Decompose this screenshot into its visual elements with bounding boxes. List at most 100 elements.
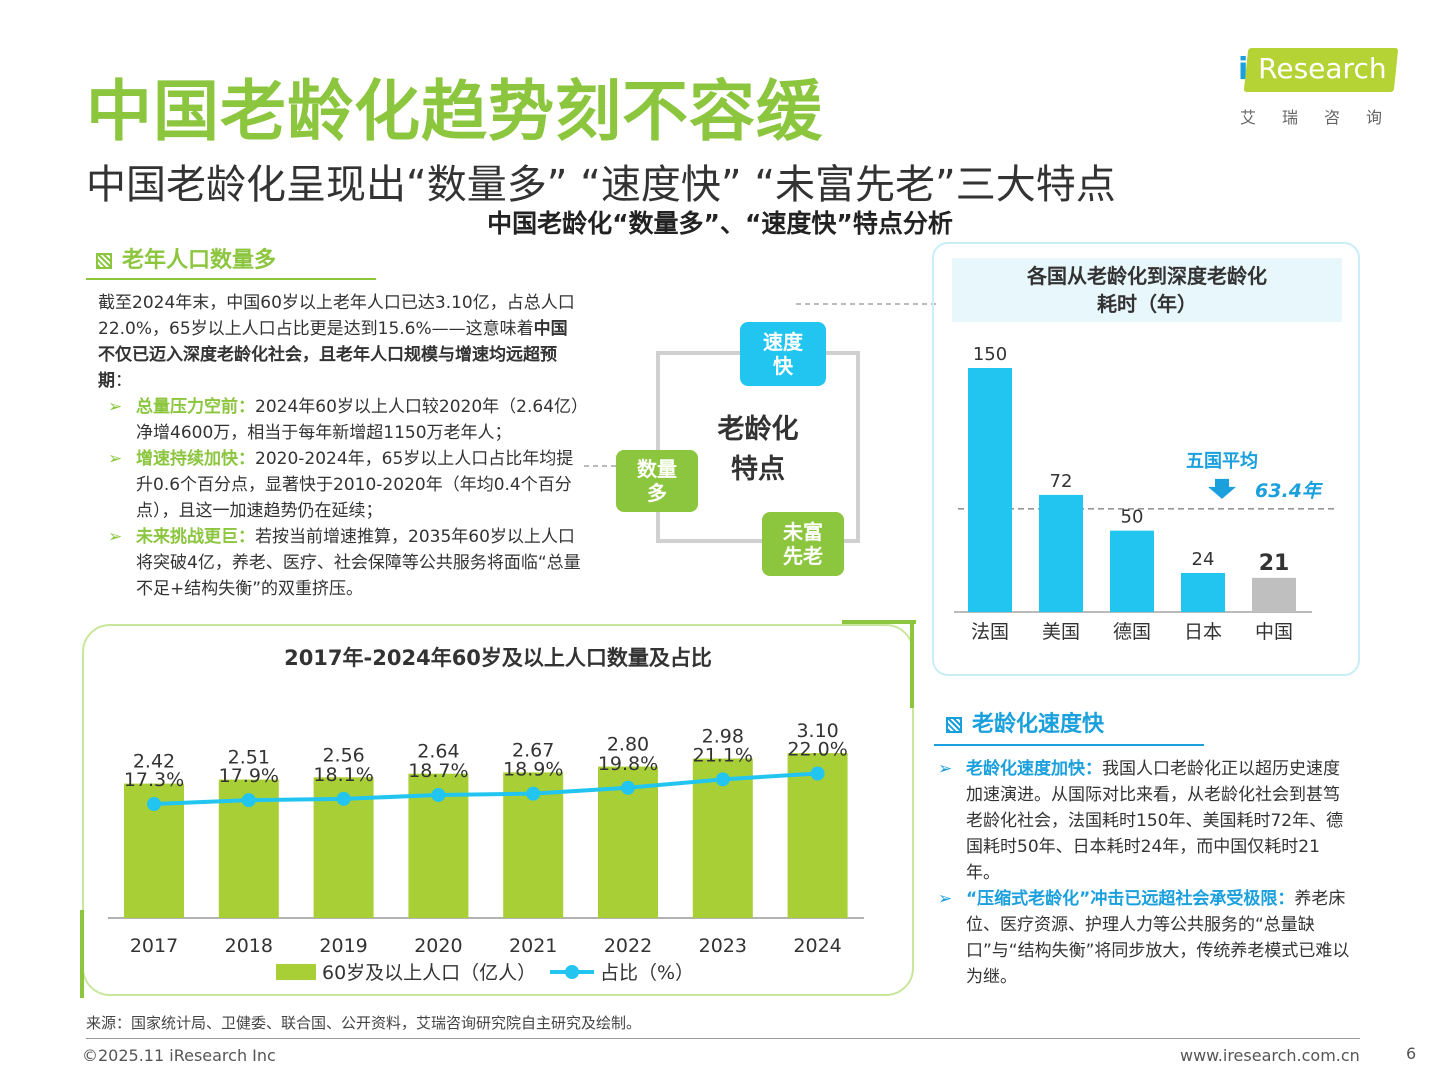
ratio-point-2018 [241,793,256,808]
website: www.iresearch.com.cn [1180,1046,1360,1065]
bullet-label: 未来挑战更巨： [136,527,255,547]
diagram-center-line2: 特点 [731,454,785,485]
legend-line-marker [565,965,579,979]
right-section-underline [934,744,1204,746]
ratio-line [153,771,818,807]
bullet-label: 总量压力空前： [136,397,255,417]
page-title: 中国老龄化趋势刻不容缓 [86,73,823,150]
diagram-speed-box: 速度快 [740,322,826,386]
tick-label-法国: 法国 [971,621,1009,643]
data-label-中国: 21 [1259,551,1290,576]
left-section-heading: 老年人口数量多 [96,242,276,274]
logo-i: i [1238,52,1249,87]
bar-value-label-2018: 2.51 [228,747,270,769]
left-section-underline [86,278,376,280]
tick-label-2021: 2021 [509,935,557,957]
bullet-text: 2024年60岁以上人口较2020年（2.64亿）净增4600万，相当于每年新增… [136,397,580,443]
down-arrow-icon [1208,478,1236,499]
right-bullet-2: ➢ “压缩式老龄化”冲击已远超社会承受极限：养老床位、医疗资源、护理人力等公共服务… [928,886,1352,990]
tick-label-中国: 中国 [1255,621,1293,643]
diagram-bottom-line1: 未富 [783,520,823,544]
data-label-日本: 24 [1192,549,1215,570]
population-chart-panel [82,624,914,996]
data-label-美国: 72 [1050,471,1073,492]
diagram-top-line2: 快 [773,354,793,378]
ratio-label-2023: 21.1% [693,744,753,766]
ratio-point-2022 [621,780,635,795]
bullet-label: 老龄化速度加快： [966,759,1102,779]
bar-value-label-2021: 2.67 [512,739,554,761]
legend-bar-label: 60岁及以上人口（亿人） [322,962,536,984]
arrow-icon: ➢ [938,759,953,779]
intro-plain: 截至2024年末，中国60岁以上老年人口已达3.10亿，占总人口22.0%，65… [98,293,575,339]
bullet-label: “压缩式老龄化”冲击已远超社会承受极限： [966,889,1295,909]
tick-label-日本: 日本 [1184,621,1222,643]
diagram-center-label: 老龄化 特点 [700,410,816,490]
arrow-icon: ➢ [108,449,123,469]
tick-label-2020: 2020 [414,935,462,957]
footer-divider [86,1038,1360,1039]
tick-label-德国: 德国 [1113,621,1151,643]
tick-label-2023: 2023 [699,935,747,957]
iresearch-logo: i Research 艾瑞咨询 [1238,46,1399,127]
ratio-point-2021 [526,786,541,801]
ratio-label-2018: 17.9% [219,765,279,787]
ratio-point-2020 [431,787,446,802]
ratio-label-2021: 18.9% [503,759,563,781]
bar-value-label-2023: 2.98 [702,725,744,747]
logo-word: Research [1258,52,1387,85]
legend-bar-swatch [276,964,316,980]
section-title: 中国老龄化“数量多”、“速度快”特点分析 [487,209,953,238]
ratio-label-2024: 22.0% [787,739,847,761]
bullet-text: 若按当前增速推算，2035年60岁以上人口将突破4亿，养老、医疗、社会保障等公共… [136,527,581,599]
bar-value-label-2024: 3.10 [796,720,838,742]
diagram-center-line1: 老龄化 [717,414,799,445]
bar-value-label-2017: 2.42 [133,751,175,773]
diagram-bottom-line2: 先老 [783,544,823,568]
source-note: 来源：国家统计局、卫健委、联合国、公开资料，艾瑞咨询研究院自主研究及绘制。 [86,1014,642,1032]
average-value-label: 63.4年 [1255,480,1324,502]
country-bar-chart: 150 法国 72 美国 50 德国 24 日本 21 中国 五国平均 63.4年 [954,344,1334,643]
bullet-text: 养老床位、医疗资源、护理人力等公共服务的“总量缺口”与“结构失衡”将同步放大，传… [966,889,1350,987]
bullet-text: 2020-2024年，65岁以上人口占比年均提升0.6个百分点，显著快于2010… [136,449,574,521]
population-combo-chart: 2.42 2017 2.51 2018 2.56 2019 2.64 2020 2.67 2021… [108,720,864,984]
ratio-label-2022: 19.8% [598,753,658,775]
bar-日本 [1181,572,1225,612]
diagram-left-line2: 多 [647,481,667,505]
tick-label-2018: 2018 [225,935,273,957]
right-section-heading: 老龄化速度快 [946,706,1104,738]
bar-中国 [1252,577,1296,612]
left-section-heading-text: 老年人口数量多 [122,248,277,273]
data-label-法国: 150 [973,344,1007,365]
ratio-point-2017 [147,797,161,812]
diagram-quantity-box: 数量多 [616,450,698,512]
diagram-top-line1: 速度 [763,330,803,354]
tick-label-2019: 2019 [319,935,367,957]
intro-paragraph: 截至2024年末，中国60岁以上老年人口已达3.10亿，占总人口22.0%，65… [98,290,582,394]
panel-accent-left [80,910,84,998]
section-marker-icon [96,253,112,269]
bar-value-label-2022: 2.80 [607,734,649,756]
page-subtitle: 中国老龄化呈现出“数量多” “速度快” “未富先老”三大特点 [86,162,1116,208]
country-chart-title-line1: 各国从老龄化到深度老龄化 [1027,264,1267,288]
ratio-label-2017: 17.3% [124,769,184,791]
page-number: 6 [1406,1044,1417,1063]
tick-label-2024: 2024 [793,935,841,957]
ratio-label-2019: 18.1% [313,764,373,786]
diagram-notrich-box: 未富 先老 [762,512,844,576]
data-label-德国: 50 [1121,507,1144,528]
legend-line-label: 占比（%） [600,962,694,984]
arrow-icon: ➢ [938,889,953,909]
section-marker-icon [946,717,962,733]
left-bullet-2: ➢ 增速持续加快：2020-2024年，65岁以上人口占比年均提升0.6个百分点，… [98,446,582,524]
bullet-label: 增速持续加快： [136,449,255,469]
population-chart-title: 2017年-2024年60岁及以上人口数量及占比 [284,646,712,670]
left-section-body: 截至2024年末，中国60岁以上老年人口已达3.10亿，占总人口22.0%，65… [98,290,582,602]
diagram-left-line1: 数量 [637,457,677,481]
right-bullet-1: ➢ 老龄化速度加快：我国人口老龄化正以超历史速度加速演进。从国际对比来看，从老龄化… [928,756,1352,886]
panel-accent-top [842,620,916,624]
intro-bold: 中国不仅已迈入深度老龄化社会，且老年人口规模与增速均远超预期 [98,319,568,391]
bar-2024 [787,753,848,918]
logo-badge: Research [1243,48,1399,92]
bar-value-label-2020: 2.64 [417,741,459,763]
